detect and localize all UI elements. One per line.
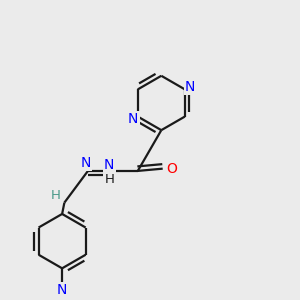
Text: N: N (185, 80, 196, 94)
Text: N: N (80, 156, 91, 170)
Text: N: N (104, 158, 114, 172)
Text: H: H (104, 172, 114, 186)
Text: H: H (50, 189, 60, 202)
Text: N: N (128, 112, 138, 126)
Text: N: N (57, 283, 67, 297)
Text: O: O (166, 162, 177, 176)
